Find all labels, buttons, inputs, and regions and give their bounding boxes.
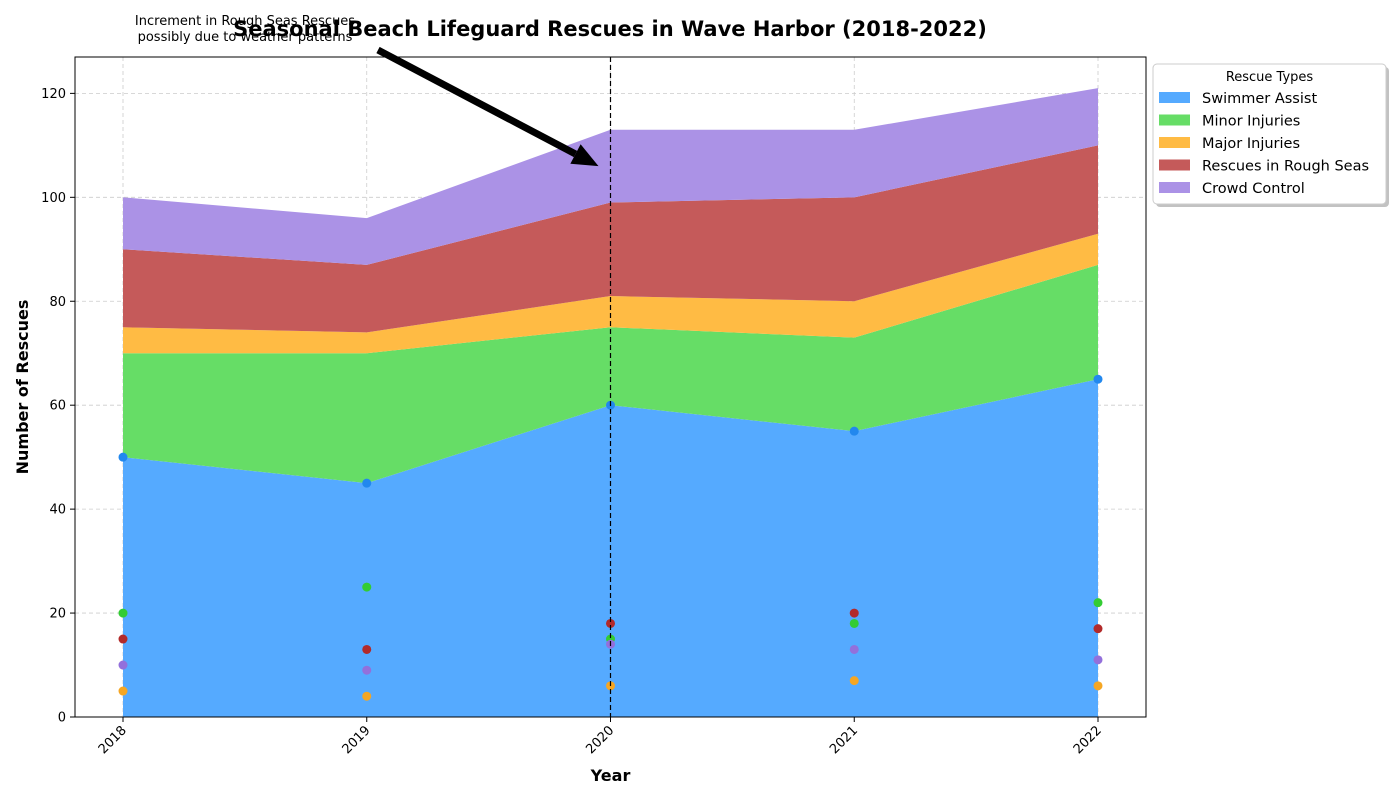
data-point-minor-injuries [118,608,128,618]
legend-swatch [1159,182,1190,193]
y-tick-label: 20 [49,607,66,622]
y-axis-label: Number of Rescues [13,300,32,475]
data-point-swimmer-assist [362,478,372,488]
data-point-crowd-control [1093,655,1103,665]
legend: Rescue Types Swimmer Assist Minor Injuries… [1152,63,1389,207]
y-axis-ticks: 0 20 40 60 80 100 120 [41,87,75,726]
x-axis-ticks: 2018 2019 2020 2021 2022 [96,717,1105,757]
data-point-major-injuries [849,676,859,686]
legend-box [1152,63,1387,205]
y-tick-label: 40 [49,503,66,518]
y-tick-label: 0 [58,711,66,726]
y-tick-label: 100 [41,191,66,206]
x-tick-label: 2018 [96,723,130,757]
data-point-swimmer-assist [849,426,859,436]
data-point-rescues-in-rough-seas [606,618,615,628]
legend-label: Swimmer Assist [1202,91,1317,107]
y-tick-label: 60 [49,399,66,414]
annotation-arrow-shaft [376,46,578,158]
data-point-major-injuries [362,691,372,701]
chart-title: Seasonal Beach Lifeguard Rescues in Wave… [233,17,987,41]
data-point-rescues-in-rough-seas [362,644,372,654]
y-tick-label: 120 [41,87,66,102]
data-point-major-injuries [1093,681,1103,691]
x-tick-label: 2020 [583,723,617,757]
x-axis-label: Year [590,766,631,785]
annotation-text-line: possibly due to weather patterns [138,30,353,45]
area-major-injuries [123,233,1098,354]
data-point-crowd-control [849,644,859,654]
data-point-minor-injuries [1093,598,1103,608]
legend-swatch [1159,159,1190,171]
annotation-text-line: Increment in Rough Seas Rescues [135,14,355,29]
legend-swatch [1159,92,1190,103]
annotation: Increment in Rough Seas Rescuespossibly … [135,14,599,167]
data-point-swimmer-assist [1093,374,1103,384]
legend-swatch [1159,114,1190,126]
data-point-crowd-control [118,660,128,670]
legend-swatch [1159,137,1190,148]
data-point-minor-injuries [362,582,372,592]
data-point-crowd-control [362,665,372,675]
legend-label: Crowd Control [1202,181,1305,197]
data-point-rescues-in-rough-seas [118,634,128,644]
marker-layer [118,374,1103,701]
y-tick-label: 80 [49,295,66,310]
x-tick-label: 2022 [1071,723,1105,757]
legend-title: Rescue Types [1226,70,1314,85]
legend-label: Minor Injuries [1202,114,1300,130]
area-crowd-control [123,88,1098,265]
data-point-rescues-in-rough-seas [1093,624,1103,634]
data-point-minor-injuries [849,618,859,628]
area-rescues-in-rough-seas [123,145,1098,333]
legend-label: Major Injuries [1202,136,1300,152]
x-tick-label: 2021 [827,723,861,757]
annotation-arrow-head [570,144,599,167]
data-point-major-injuries [118,686,128,696]
data-point-swimmer-assist [118,452,128,462]
data-point-rescues-in-rough-seas [849,608,859,618]
legend-label: Rescues in Rough Seas [1202,159,1369,175]
x-tick-label: 2019 [340,723,374,757]
